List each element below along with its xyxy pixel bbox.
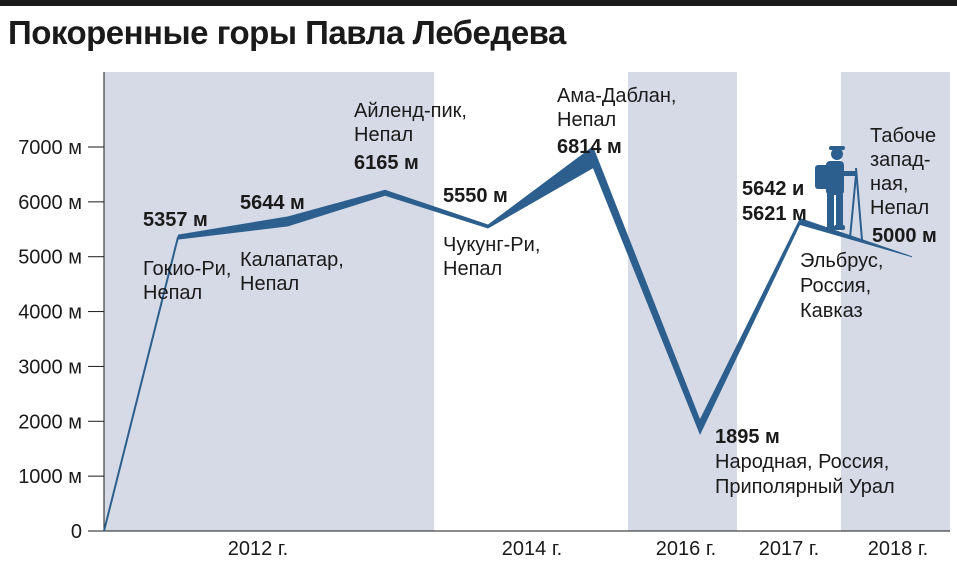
peak-name-label: ная, — [870, 173, 909, 195]
peak-name-label: Чукунг-Ри, — [443, 234, 540, 256]
peak-name-label: Непал — [354, 124, 413, 146]
peak-name-label: Непал — [443, 258, 502, 280]
peak-height-label: 5644 м — [240, 192, 305, 214]
y-tick-label: 6000 м — [18, 192, 82, 214]
period-band — [104, 72, 434, 531]
peak-name-label: Калапатар, — [240, 249, 344, 271]
x-period-label: 2012 г. — [228, 538, 288, 560]
peak-name-label: Россия, — [800, 275, 871, 297]
peak-height-label: 6814 м — [557, 136, 622, 158]
peak-height-label: 5550 м — [443, 185, 508, 207]
top-rule — [0, 0, 957, 6]
y-tick-label: 0 — [71, 521, 82, 543]
peak-name-label: Непал — [557, 109, 616, 131]
y-tick-label: 1000 м — [18, 466, 82, 488]
x-period-label: 2017 г. — [759, 538, 819, 560]
y-tick-label: 2000 м — [18, 411, 82, 433]
peak-name-label: Айленд-пик, — [354, 100, 467, 122]
peak-height-label: 1895 м — [715, 426, 780, 448]
y-tick-label: 7000 м — [18, 137, 82, 159]
x-period-label: 2018 г. — [868, 538, 928, 560]
peak-height-label: 5000 м — [872, 225, 937, 247]
x-axis: 2012 г. 2014 г. 2016 г. 2017 г. 2018 г. — [228, 538, 928, 560]
period-band — [628, 72, 737, 531]
peak-name-label: Гокио-Ри, — [143, 258, 231, 280]
peak-annotation: Ама-Даблан,Непал 6814 м — [557, 85, 677, 158]
ascent-series — [103, 146, 913, 532]
period-band — [841, 72, 950, 531]
peak-name-label: Непал — [143, 282, 202, 304]
peak-annotation: 5357 м Гокио-Ри,Непал — [143, 209, 231, 304]
y-tick-label: 3000 м — [18, 356, 82, 378]
peak-name-label: Приполярный Урал — [715, 476, 895, 498]
peak-name-label: Непал — [240, 273, 299, 295]
x-period-label: 2016 г. — [656, 538, 716, 560]
period-bands — [104, 72, 950, 531]
peak-name-label: Эльбрус, — [800, 250, 884, 272]
peak-annotation: 5644 м Калапатар,Непал — [240, 192, 344, 295]
chart-title: Покоренные горы Павла Лебедева — [8, 14, 566, 51]
peak-height-label: 6165 м — [354, 152, 419, 174]
peak-name-label: Народная, Россия, — [715, 451, 889, 473]
x-period-label: 2014 г. — [502, 538, 562, 560]
peak-name-label: запад- — [870, 149, 931, 171]
series-line-start — [103, 236, 179, 532]
hiker-silhouette-icon — [815, 146, 863, 241]
y-tick-label: 4000 м — [18, 302, 82, 324]
peak-name-label: Непал — [870, 197, 929, 219]
y-axis: 0 1000 м 2000 м 3000 м 4000 м 5000 м 6000 м 700… — [18, 72, 950, 543]
y-tick-label: 5000 м — [18, 247, 82, 269]
peak-name-label: Табоче — [870, 125, 936, 147]
hiker-figure — [815, 146, 857, 232]
peak-annotation: Айленд-пик,Непал 6165 м — [354, 100, 467, 174]
peak-annotation: 5550 м Чукунг-Ри,Непал — [443, 185, 540, 280]
peak-height-label: 5357 м — [143, 209, 208, 231]
peak-height-label: 5621 м — [742, 203, 807, 225]
peak-annotation: 5642 и 5621 м Эльбрус, Россия, Кавказ — [742, 178, 884, 322]
peak-annotation: 1895 м Народная, Россия, Приполярный Урал — [715, 426, 895, 498]
peak-height-label: 5642 и — [742, 178, 804, 200]
peak-name-label: Ама-Даблан, — [557, 85, 677, 107]
peak-name-label: Кавказ — [800, 300, 863, 322]
